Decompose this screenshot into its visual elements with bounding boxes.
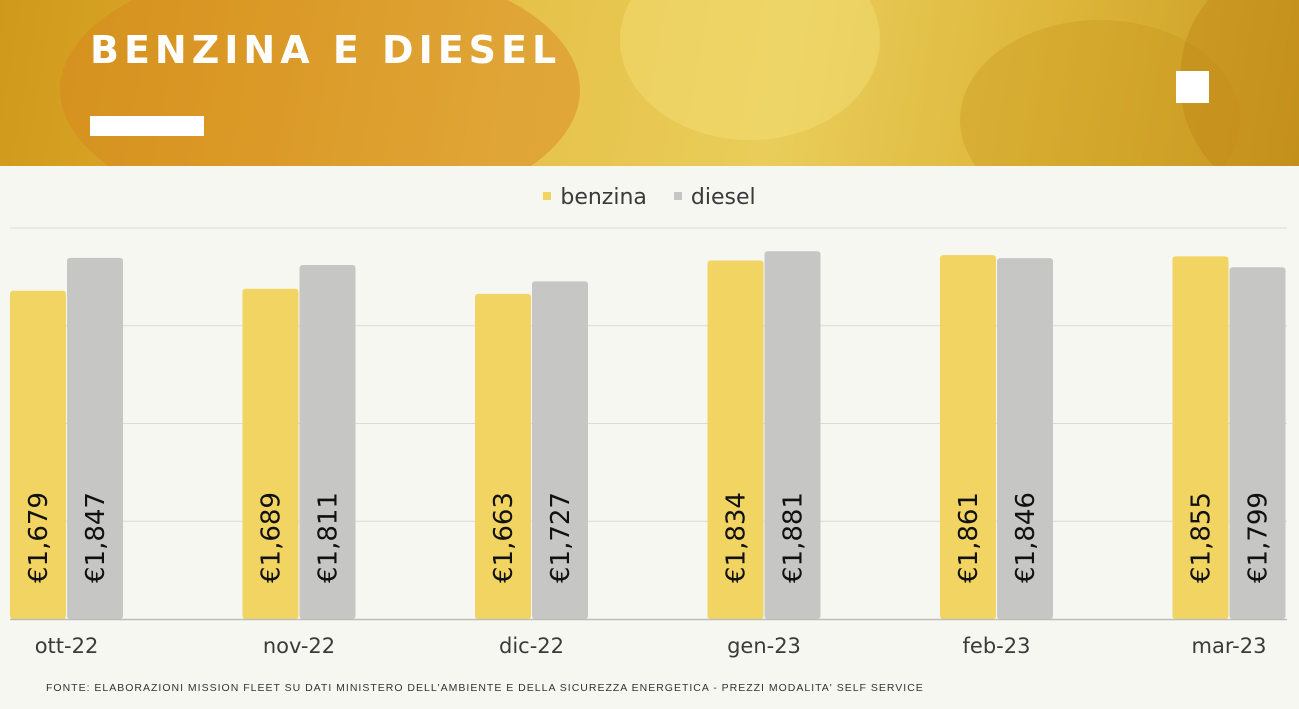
- legend-item-diesel: diesel: [673, 184, 756, 210]
- chart-legend: benzina diesel: [0, 184, 1299, 210]
- bar-benzina-feb-23: [940, 255, 996, 619]
- x-tick-label-nov-22: nov-22: [263, 634, 335, 658]
- bar-diesel-feb-23: [997, 258, 1053, 619]
- legend-swatch-diesel: [673, 191, 682, 200]
- data-label-diesel-mar-23: €1,799: [1244, 492, 1274, 583]
- bar-benzina-ott-22: [10, 290, 66, 619]
- bar-benzina-dic-22: [475, 293, 531, 619]
- data-label-benzina-ott-22: €1,679: [24, 492, 54, 583]
- x-tick-label-dic-22: dic-22: [499, 634, 564, 658]
- data-label-benzina-mar-23: €1,855: [1187, 492, 1217, 583]
- x-tick-label-feb-23: feb-23: [963, 634, 1031, 658]
- bar-diesel-gen-23: [764, 251, 821, 619]
- x-tick-label-gen-23: gen-23: [727, 634, 801, 658]
- header-banner: BENZINA E DIESEL: [0, 0, 1299, 166]
- bar-benzina-gen-23: [707, 260, 764, 619]
- legend-label-diesel: diesel: [690, 184, 756, 210]
- data-label-benzina-feb-23: €1,861: [954, 492, 984, 583]
- x-tick-label-ott-22: ott-22: [35, 634, 99, 658]
- decorative-square: [1176, 71, 1209, 103]
- data-label-diesel-dic-22: €1,727: [546, 492, 576, 583]
- data-label-diesel-feb-23: €1,846: [1011, 492, 1041, 583]
- bar-benzina-nov-22: [242, 288, 299, 619]
- title-underline-bar: [90, 116, 204, 136]
- data-label-benzina-dic-22: €1,663: [489, 492, 519, 583]
- data-label-benzina-gen-23: €1,834: [722, 492, 752, 583]
- data-label-diesel-nov-22: €1,811: [314, 492, 344, 583]
- bar-diesel-ott-22: [67, 257, 123, 619]
- data-label-diesel-gen-23: €1,881: [779, 492, 809, 583]
- data-label-diesel-ott-22: €1,847: [81, 492, 111, 583]
- bar-diesel-nov-22: [299, 264, 356, 619]
- legend-swatch-benzina: [543, 191, 552, 200]
- bar-diesel-dic-22: [532, 281, 588, 619]
- data-label-benzina-nov-22: €1,689: [257, 492, 287, 583]
- bar-diesel-mar-23: [1229, 267, 1286, 619]
- banner-photo-shape: [60, 0, 580, 166]
- x-tick-label-mar-23: mar-23: [1192, 634, 1267, 658]
- page-title: BENZINA E DIESEL: [90, 28, 562, 72]
- bar-benzina-mar-23: [1172, 256, 1229, 619]
- legend-label-benzina: benzina: [560, 184, 647, 210]
- source-note: FONTE: ELABORAZIONI MISSION FLEET SU DAT…: [46, 682, 924, 694]
- legend-item-benzina: benzina: [543, 185, 647, 210]
